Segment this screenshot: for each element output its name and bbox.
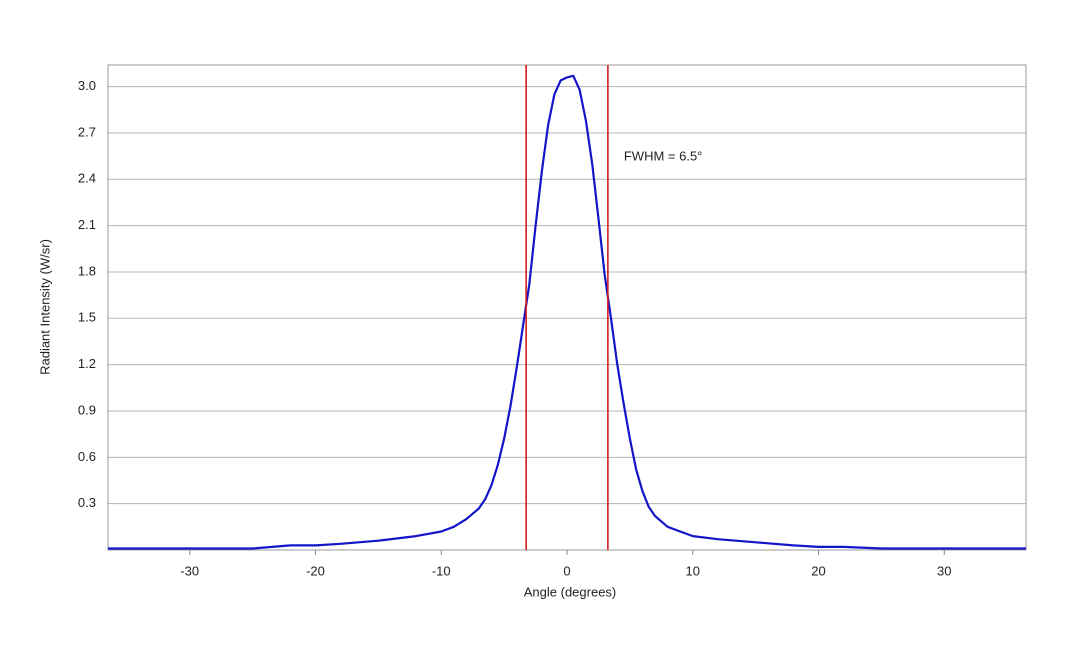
data-line	[108, 74, 1026, 550]
y-tick-label: 2.1	[78, 217, 96, 232]
y-tick-label: 0.9	[78, 402, 96, 417]
y-tick-label: 2.7	[78, 124, 96, 139]
y-tick-label: 1.8	[78, 263, 96, 278]
y-tick-label: 1.2	[78, 356, 96, 371]
x-axis-label: Angle (degrees)	[524, 584, 617, 599]
y-tick-label: 1.5	[78, 310, 96, 325]
annotation: FWHM = 6.5°	[624, 148, 703, 163]
y-tick-label: 3.0	[78, 78, 96, 93]
x-tick-label: -20	[306, 563, 325, 578]
x-tick-label: -10	[432, 563, 451, 578]
y-tick-label: 0.6	[78, 449, 96, 464]
y-tick-label: 2.4	[78, 171, 96, 186]
y-axis-label: Radiant Intensity (W/sr)	[37, 239, 52, 375]
y-tick-label: 0.3	[78, 495, 96, 510]
x-tick-label: 0	[563, 563, 570, 578]
x-tick-label: 30	[937, 563, 951, 578]
x-tick-label: -30	[180, 563, 199, 578]
x-tick-label: 20	[811, 563, 825, 578]
x-tick-label: 10	[686, 563, 700, 578]
plot-frame	[107, 64, 1027, 551]
